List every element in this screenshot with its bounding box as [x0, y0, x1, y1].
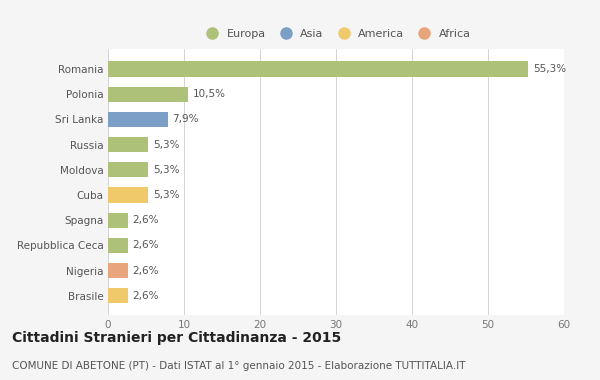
Bar — [108, 137, 148, 152]
Text: 55,3%: 55,3% — [533, 64, 566, 74]
Bar — [108, 187, 148, 203]
Text: 5,3%: 5,3% — [153, 190, 179, 200]
Text: 10,5%: 10,5% — [193, 89, 226, 99]
Text: 2,6%: 2,6% — [133, 266, 159, 276]
Text: 2,6%: 2,6% — [133, 241, 159, 250]
Text: COMUNE DI ABETONE (PT) - Dati ISTAT al 1° gennaio 2015 - Elaborazione TUTTITALIA: COMUNE DI ABETONE (PT) - Dati ISTAT al 1… — [12, 361, 466, 370]
Bar — [108, 112, 168, 127]
Text: Cittadini Stranieri per Cittadinanza - 2015: Cittadini Stranieri per Cittadinanza - 2… — [12, 331, 341, 345]
Legend: Europa, Asia, America, Africa: Europa, Asia, America, Africa — [201, 28, 471, 38]
Bar — [108, 162, 148, 177]
Text: 5,3%: 5,3% — [153, 139, 179, 150]
Text: 2,6%: 2,6% — [133, 291, 159, 301]
Bar — [108, 238, 128, 253]
Text: 7,9%: 7,9% — [173, 114, 199, 124]
Bar — [108, 87, 188, 102]
Bar — [108, 288, 128, 303]
Text: 2,6%: 2,6% — [133, 215, 159, 225]
Bar — [108, 213, 128, 228]
Bar — [108, 263, 128, 278]
Bar — [108, 62, 528, 77]
Text: 5,3%: 5,3% — [153, 165, 179, 175]
